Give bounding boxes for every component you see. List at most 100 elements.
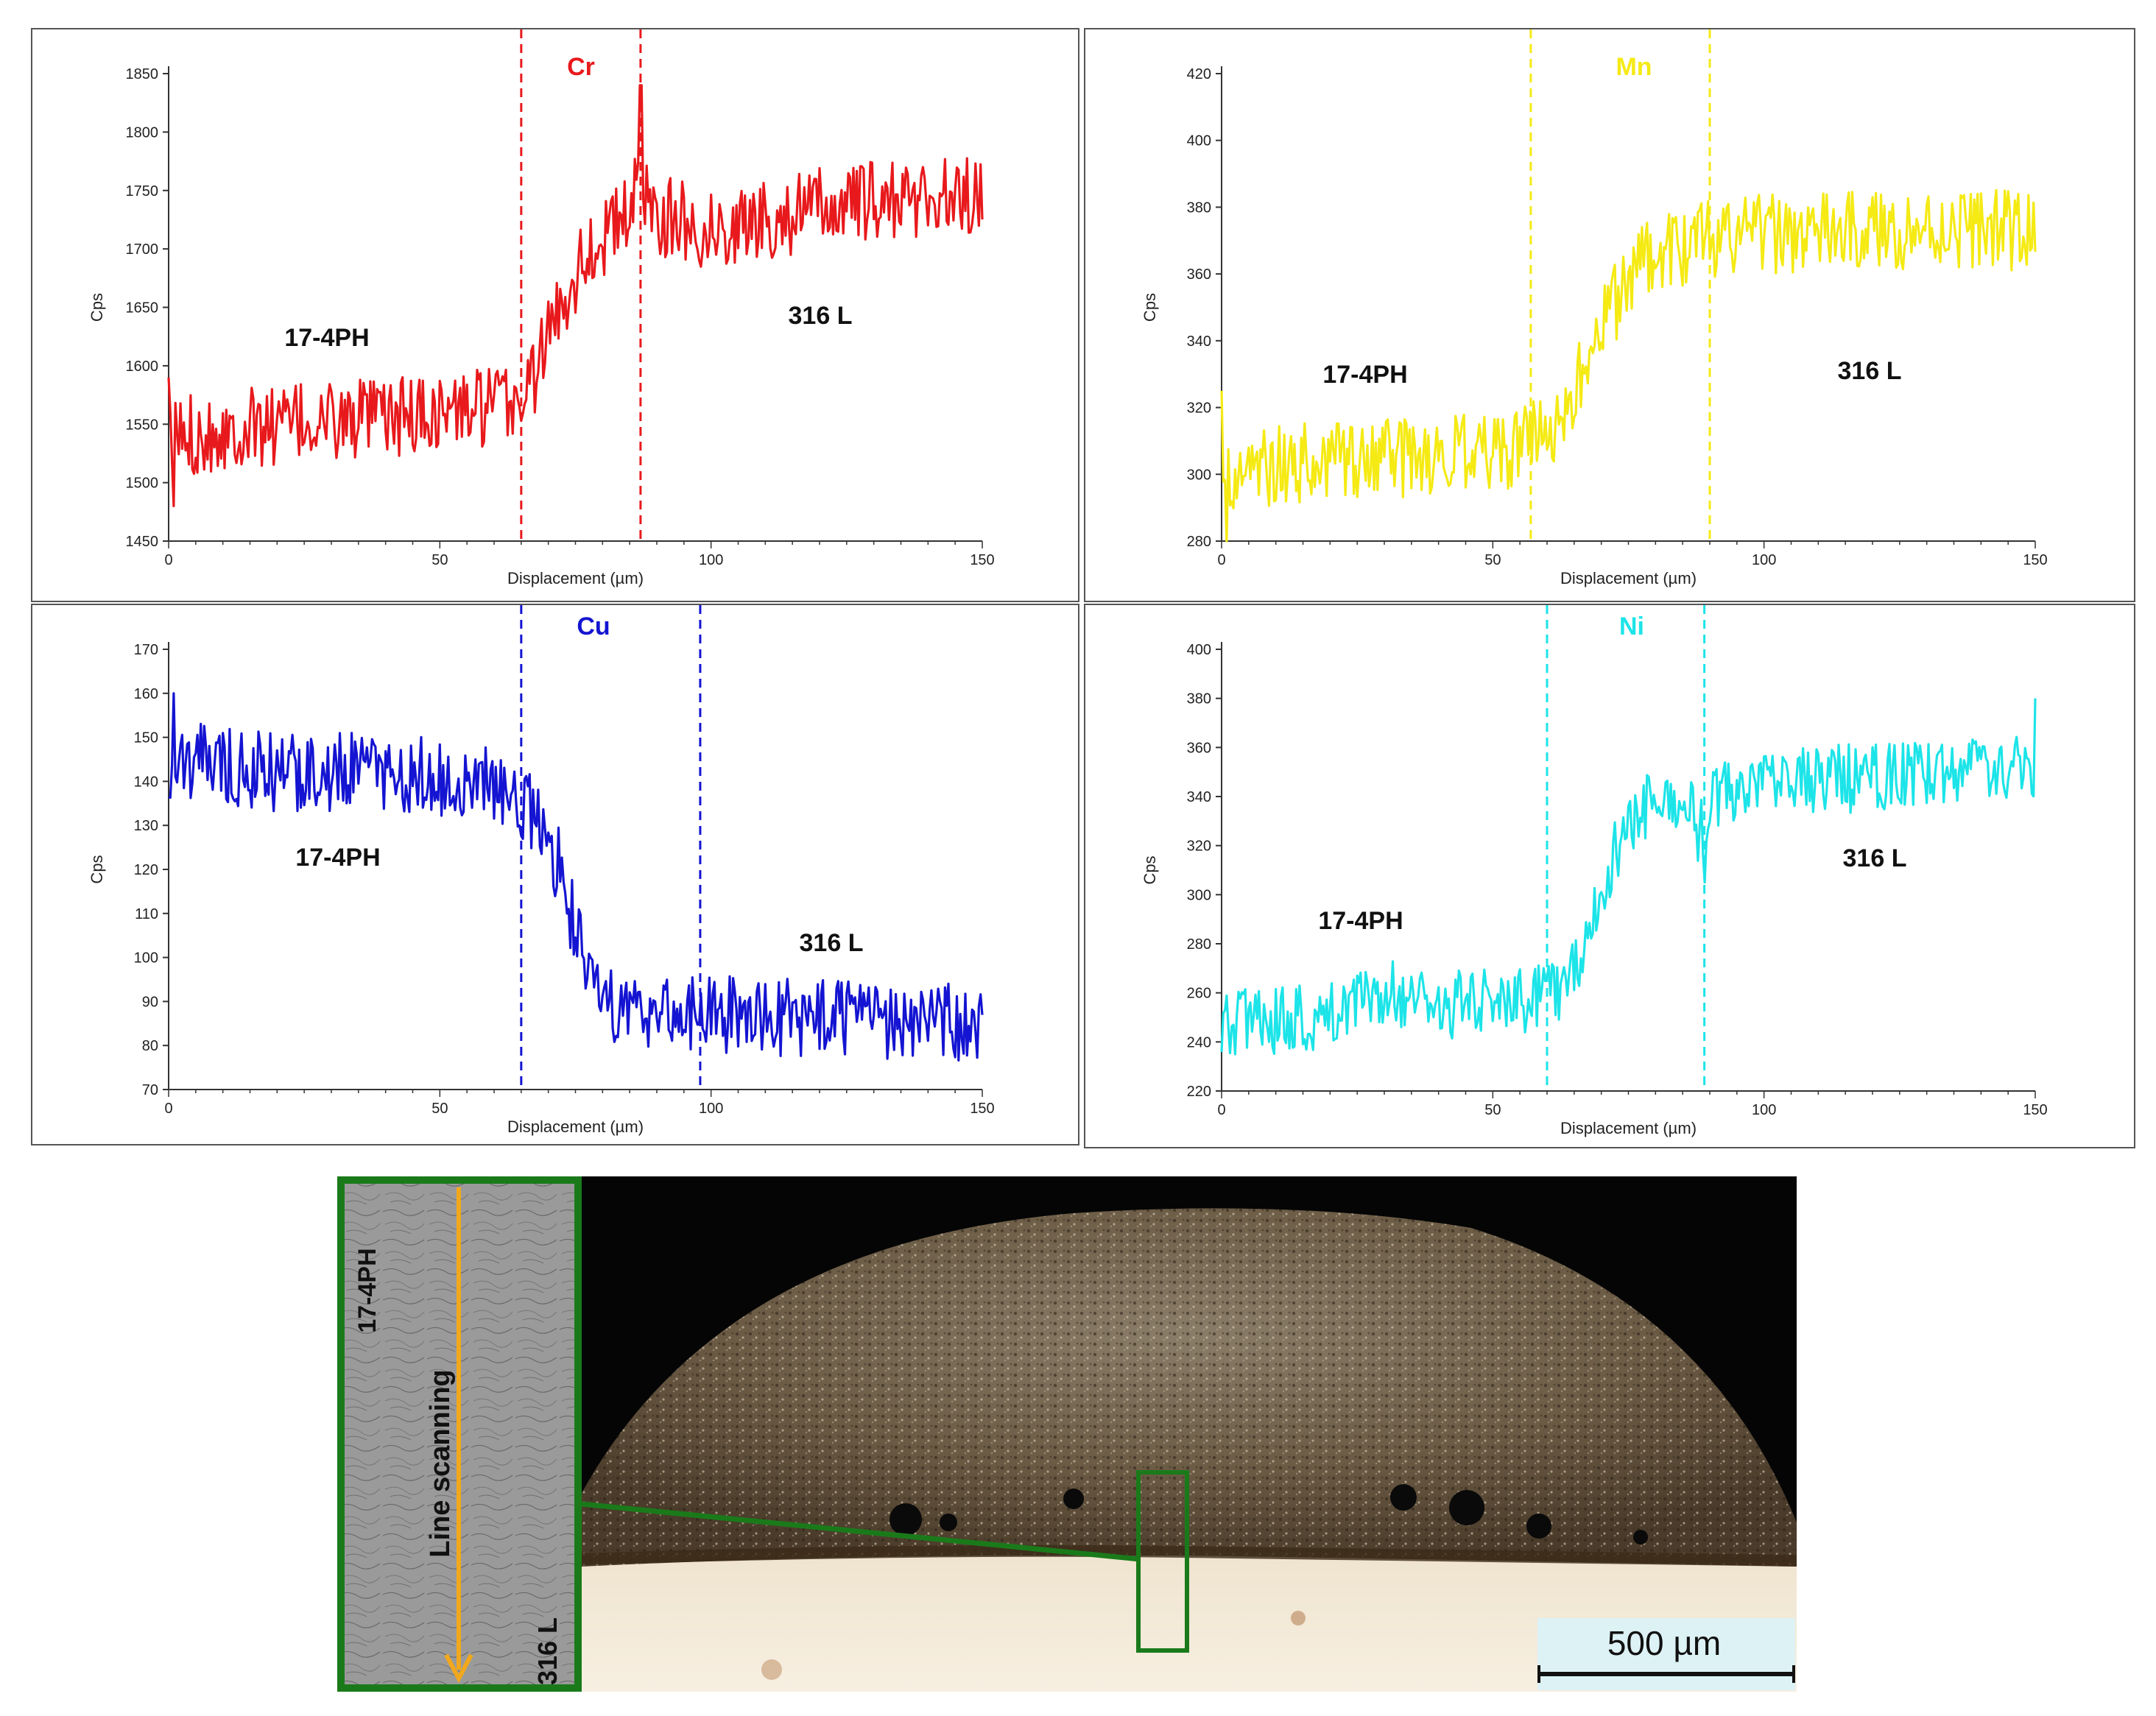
y-tick-label: 150 (134, 730, 158, 746)
region-label-316l: 316 L (1838, 357, 1902, 385)
inset-frame (337, 1176, 582, 1692)
pore (940, 1514, 957, 1531)
x-tick-label: 0 (1217, 552, 1225, 568)
y-tick-label: 90 (142, 994, 158, 1010)
chart-title: Mn (1616, 53, 1652, 81)
x-tick-label: 0 (164, 1101, 172, 1117)
clad-bead-texture (582, 1208, 1797, 1567)
chart-cr: 1450 1500 1550 1600 1650 1700 1750 1800 1850 0 50 1… (88, 29, 995, 587)
region-label-17-4ph: 17-4PH (1322, 361, 1407, 389)
y-tick-label: 1650 (126, 300, 159, 317)
series-line (1220, 188, 2037, 543)
y-tick-label: 360 (1187, 266, 1211, 283)
region-label-316l: 316 L (789, 302, 853, 330)
x-tick-label: 150 (2023, 1102, 2047, 1118)
y-tick-label: 320 (1187, 400, 1211, 417)
y-tick-label: 360 (1187, 740, 1211, 756)
pore (1526, 1514, 1551, 1539)
chart-title: Cu (577, 612, 610, 640)
y-tick-label: 300 (1187, 467, 1211, 483)
y-tick-label: 320 (1187, 838, 1211, 855)
y-tick-label: 120 (134, 862, 158, 878)
scale-bar-box (1537, 1618, 1795, 1690)
substrate-stain (761, 1659, 782, 1680)
y-tick-label: 420 (1187, 66, 1211, 82)
x-tick-label: 100 (1752, 552, 1776, 568)
y-tick-label: 1750 (126, 183, 159, 200)
y-tick-label: 300 (1187, 887, 1211, 903)
x-tick-label: 100 (699, 552, 723, 568)
y-tick-label: 110 (135, 906, 158, 922)
chart-ni: 220 240 260 280 300 320 340 360 380 400 0 50 100 150 D… (1141, 605, 2048, 1137)
y-tick-label: 400 (1187, 642, 1211, 658)
y-tick-label: 340 (1187, 789, 1211, 805)
y-tick-label: 140 (134, 774, 158, 790)
series-line (168, 692, 984, 1062)
region-label-17-4ph: 17-4PH (284, 324, 369, 352)
y-tick-label: 1500 (126, 476, 159, 492)
chart-panel-cu: 70 80 90 100 110 120 130 140 150 160 170 0 50 100 150 D… (31, 604, 1079, 1145)
y-tick-label: 1850 (126, 66, 159, 82)
y-tick-label: 400 (1187, 133, 1211, 149)
series-line (1220, 698, 2037, 1056)
x-axis-label: Displacement (µm) (507, 569, 644, 587)
y-axis-label: Cps (88, 293, 106, 322)
fusion-line (581, 1544, 1797, 1567)
x-tick-label: 50 (431, 552, 448, 568)
x-tick-label: 100 (699, 1101, 723, 1117)
micrograph-figure: 17-4PH Line scanning 316 L 500 µm (337, 1176, 1797, 1692)
x-tick-label: 0 (1217, 1102, 1225, 1118)
y-tick-label: 380 (1187, 200, 1211, 216)
chart-title: Ni (1619, 612, 1644, 640)
y-tick-label: 160 (134, 686, 158, 702)
y-axis-label: Cps (1141, 293, 1159, 322)
scan-arrow-head-icon (444, 1653, 473, 1684)
leader-line (581, 1501, 1141, 1562)
scale-bar-label: 500 µm (1607, 1624, 1721, 1662)
y-tick-label: 1550 (126, 417, 159, 433)
y-axis-label: Cps (88, 855, 106, 883)
y-tick-label: 220 (1187, 1084, 1211, 1100)
y-tick-label: 130 (134, 818, 158, 834)
y-tick-label: 1600 (126, 359, 159, 375)
y-tick-label: 1450 (126, 534, 159, 550)
y-tick-label: 70 (142, 1082, 158, 1098)
chart-panel-ni: 220 240 260 280 300 320 340 360 380 400 0 50 100 150 D… (1084, 604, 2135, 1148)
chart-panel-mn: 280 300 320 340 360 380 400 420 0 50 100 150 Displac… (1084, 28, 2135, 602)
pore (889, 1503, 922, 1536)
x-tick-label: 0 (164, 552, 172, 568)
chart-cu: 70 80 90 100 110 120 130 140 150 160 170 0 50 100 150 D… (88, 605, 995, 1136)
y-tick-label: 380 (1187, 691, 1211, 707)
region-label-17-4ph: 17-4PH (295, 844, 380, 872)
pore (1063, 1489, 1084, 1509)
y-tick-label: 240 (1187, 1034, 1211, 1051)
chart-mn: 280 300 320 340 360 380 400 420 0 50 100 150 Displac… (1141, 29, 2048, 587)
pore (1633, 1530, 1648, 1544)
series-line (167, 84, 984, 508)
y-tick-label: 80 (142, 1038, 158, 1054)
pore (1449, 1490, 1484, 1525)
y-tick-label: 340 (1187, 333, 1211, 350)
x-axis-label: Displacement (µm) (1560, 1119, 1697, 1137)
y-tick-label: 280 (1187, 936, 1211, 953)
chart-title: Cr (567, 53, 595, 81)
chart-panel-cr: 1450 1500 1550 1600 1650 1700 1750 1800 1850 0 50 1… (31, 28, 1079, 602)
y-tick-label: 100 (134, 950, 158, 967)
region-label-316l: 316 L (1843, 844, 1907, 872)
inset-arrow-label: Line scanning (425, 1369, 456, 1557)
y-tick-label: 170 (134, 642, 158, 658)
x-tick-label: 150 (970, 1101, 994, 1117)
inset-top-label: 17-4PH (353, 1248, 381, 1332)
x-tick-label: 100 (1752, 1102, 1776, 1118)
x-tick-label: 50 (431, 1101, 448, 1117)
pore (1390, 1484, 1417, 1511)
y-axis-label: Cps (1141, 855, 1159, 884)
x-axis-label: Displacement (µm) (507, 1117, 644, 1136)
y-tick-label: 1700 (126, 241, 159, 258)
y-tick-label: 280 (1187, 534, 1211, 550)
x-tick-label: 150 (970, 552, 994, 568)
region-label-17-4ph: 17-4PH (1318, 907, 1403, 935)
x-tick-label: 150 (2023, 552, 2047, 568)
x-axis-label: Displacement (µm) (1560, 569, 1697, 587)
inset-bottom-label: 316 L (532, 1617, 563, 1685)
